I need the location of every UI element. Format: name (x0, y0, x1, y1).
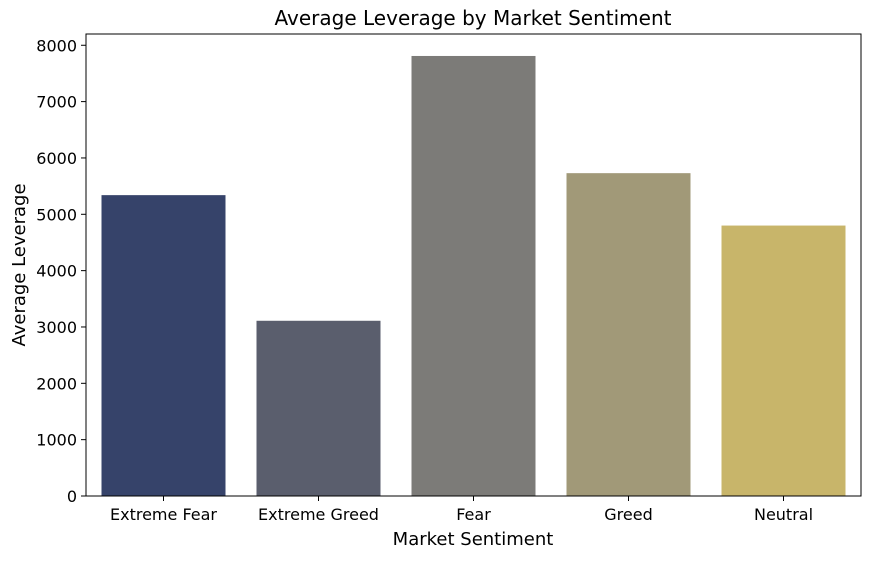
bar-extreme-greed (256, 320, 381, 496)
y-axis: 0 1000 2000 3000 4000 5000 6000 7000 8000 (36, 36, 86, 506)
bar-greed (566, 173, 691, 496)
x-axis: Extreme Fear Extreme Greed Fear Greed Neutra… (110, 496, 813, 524)
bar-neutral (721, 225, 846, 496)
y-tick-label: 3000 (36, 318, 77, 337)
x-tick-label: Extreme Greed (258, 505, 379, 524)
y-tick-label: 6000 (36, 149, 77, 168)
plot-area (101, 55, 846, 496)
x-axis-label: Market Sentiment (393, 529, 554, 550)
y-tick-label: 0 (67, 487, 77, 506)
bar-fear (411, 55, 536, 496)
y-axis-label: Average Leverage (9, 183, 30, 346)
x-tick-label: Fear (456, 505, 491, 524)
y-tick-label: 7000 (36, 93, 77, 112)
y-tick-label: 1000 (36, 431, 77, 450)
chart-title: Average Leverage by Market Sentiment (275, 6, 672, 30)
y-tick-label: 4000 (36, 262, 77, 281)
y-tick-label: 5000 (36, 205, 77, 224)
bar-extreme-fear (101, 195, 226, 496)
x-tick-label: Neutral (754, 505, 813, 524)
y-tick-label: 8000 (36, 36, 77, 55)
x-tick-label: Greed (604, 505, 652, 524)
y-tick-label: 2000 (36, 374, 77, 393)
x-tick-label: Extreme Fear (110, 505, 217, 524)
